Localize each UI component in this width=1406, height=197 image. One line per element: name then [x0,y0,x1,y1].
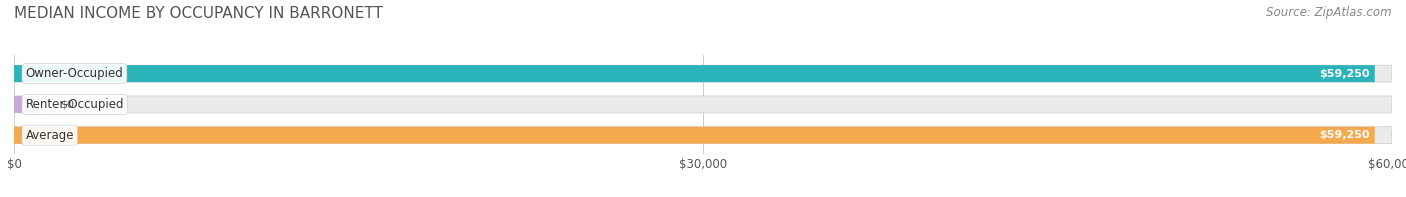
Text: MEDIAN INCOME BY OCCUPANCY IN BARRONETT: MEDIAN INCOME BY OCCUPANCY IN BARRONETT [14,6,382,21]
FancyBboxPatch shape [14,127,1392,144]
Text: $59,250: $59,250 [1320,130,1369,140]
Text: Renter-Occupied: Renter-Occupied [25,98,124,111]
Text: Average: Average [25,129,75,142]
FancyBboxPatch shape [14,96,42,113]
Text: $59,250: $59,250 [1320,69,1369,79]
Text: Source: ZipAtlas.com: Source: ZipAtlas.com [1267,6,1392,19]
Text: Owner-Occupied: Owner-Occupied [25,67,124,80]
Text: $0: $0 [60,99,75,109]
FancyBboxPatch shape [14,127,1375,144]
FancyBboxPatch shape [14,65,1392,82]
FancyBboxPatch shape [14,96,1392,113]
FancyBboxPatch shape [14,65,1375,82]
